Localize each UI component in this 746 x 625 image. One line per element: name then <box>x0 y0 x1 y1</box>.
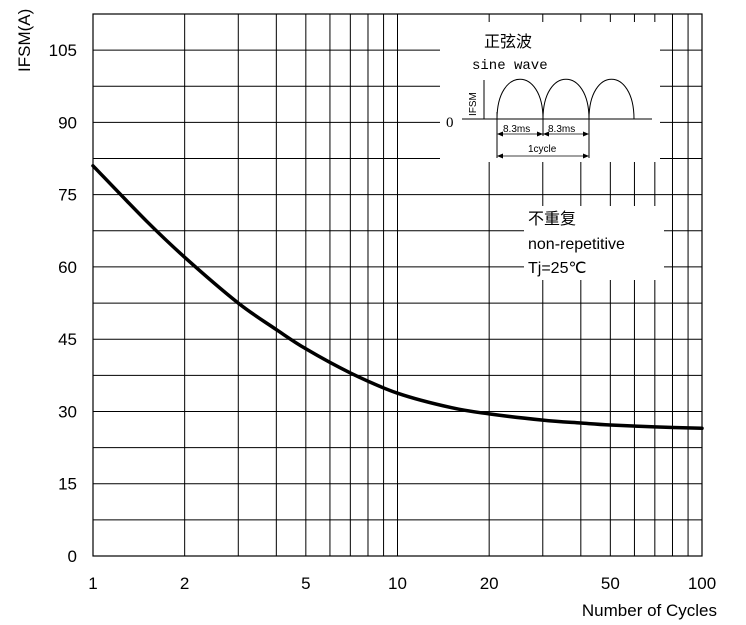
inset-arrow-3 <box>543 131 549 137</box>
waveform-inset: 正弦波 sine wave IFSM 0 8.3ms 8.3ms 1cycle <box>440 22 660 162</box>
y-tick-label: 90 <box>58 113 77 132</box>
inset-cycle-label: 1cycle <box>528 144 557 155</box>
inset-zero-label: 0 <box>446 115 454 131</box>
y-tick-label: 0 <box>68 547 77 566</box>
inset-arrow-2 <box>537 131 543 137</box>
note-line-1: 不重复 <box>528 209 576 228</box>
series-line <box>91 164 704 431</box>
inset-title-cn: 正弦波 <box>484 32 532 51</box>
y-tick-label: 15 <box>58 475 77 494</box>
x-axis-title: Number of Cycles <box>582 601 717 620</box>
y-tick-label: 45 <box>58 330 77 349</box>
x-tick-label: 20 <box>480 574 499 593</box>
y-tick-label: 30 <box>58 402 77 421</box>
note-line-3: Tj=25℃ <box>528 260 586 277</box>
inset-background <box>440 22 660 162</box>
x-tick-label: 1 <box>88 574 97 593</box>
inset-ylabel: IFSM <box>468 92 479 116</box>
tick-labels: 1 2 5 10 20 50 100 0 15 30 45 60 75 90 105 <box>49 41 717 593</box>
inset-arrow-1 <box>497 131 503 137</box>
inset-arrow-5 <box>497 153 503 159</box>
inset-title-en: sine wave <box>472 58 548 74</box>
inset-sine-arcs <box>496 78 635 120</box>
y-tick-label: 105 <box>49 41 77 60</box>
x-tick-label: 2 <box>180 574 189 593</box>
y-tick-label: 60 <box>58 258 77 277</box>
conditions-note: 不重复 non-repetitive Tj=25℃ <box>524 206 664 280</box>
inset-half-label-1: 8.3ms <box>503 124 530 135</box>
x-tick-label: 50 <box>601 574 620 593</box>
x-tick-label: 5 <box>301 574 310 593</box>
x-tick-label: 10 <box>388 574 407 593</box>
note-line-2: non-repetitive <box>528 236 625 253</box>
x-tick-label: 100 <box>688 574 716 593</box>
y-tick-label: 75 <box>58 186 77 205</box>
y-axis-title: IFSM(A) <box>15 9 34 72</box>
note-background <box>524 206 664 280</box>
inset-arrow-6 <box>583 153 589 159</box>
inset-arrow-4 <box>583 131 589 137</box>
inset-half-label-2: 8.3ms <box>548 124 575 135</box>
plot-frame <box>92 13 703 557</box>
